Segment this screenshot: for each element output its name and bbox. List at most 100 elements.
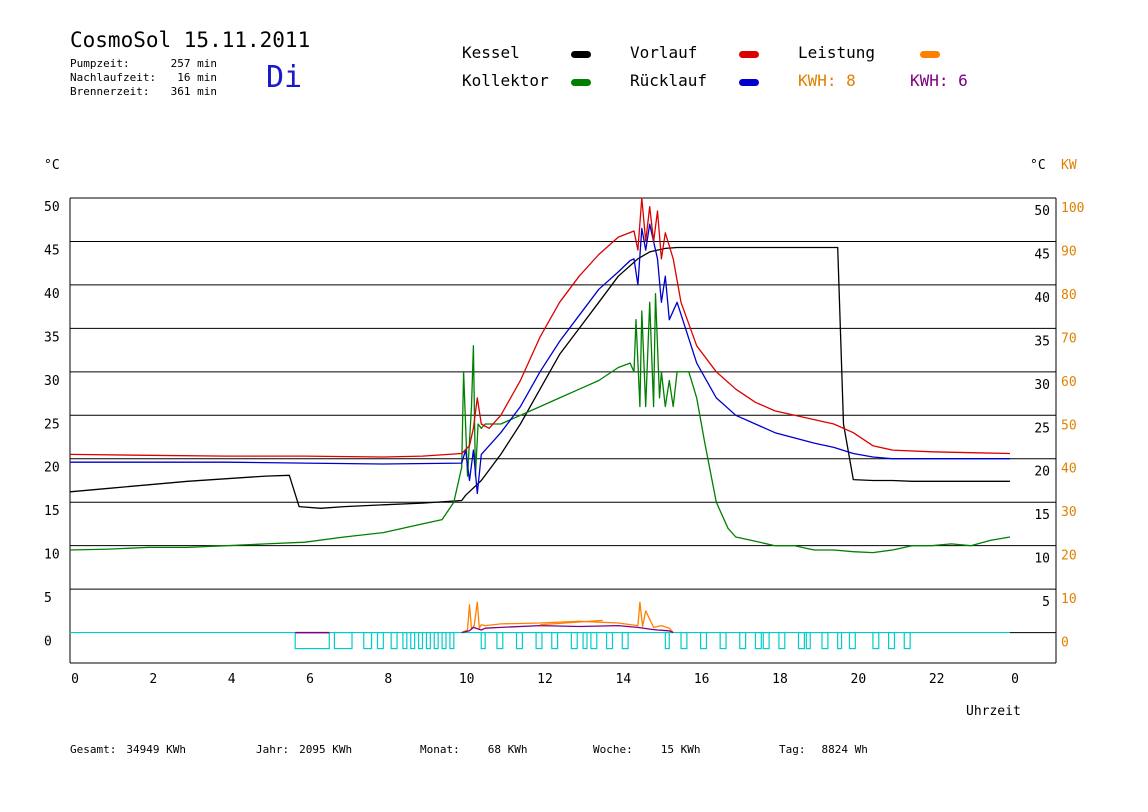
x-tick-6: 12 bbox=[537, 672, 553, 687]
y-tick-right-power-60: 60 bbox=[1061, 375, 1077, 390]
y-tick-left-0: 0 bbox=[44, 635, 52, 650]
pump-block-19 bbox=[590, 631, 598, 650]
y-tick-right-power-10: 10 bbox=[1061, 592, 1077, 607]
series-kollektor bbox=[69, 292, 1011, 554]
pump-block-10 bbox=[441, 631, 447, 650]
pump-block-5 bbox=[402, 631, 408, 650]
y-tick-left-15: 15 bbox=[44, 504, 60, 519]
y-tick-right-power-40: 40 bbox=[1061, 462, 1077, 477]
pump-block-31 bbox=[805, 631, 811, 650]
y-tick-left-5: 5 bbox=[44, 591, 52, 606]
y-tick-right-power-90: 90 bbox=[1061, 244, 1077, 259]
pump-block-24 bbox=[699, 631, 708, 650]
y-tick-right-temp-35: 35 bbox=[1034, 334, 1050, 349]
pump-block-23 bbox=[680, 631, 688, 650]
y-tick-left-50: 50 bbox=[44, 200, 60, 215]
pump-block-29 bbox=[778, 631, 786, 650]
y-tick-right-temp-5: 5 bbox=[1042, 595, 1050, 610]
pump-block-37 bbox=[903, 631, 911, 650]
legend-kwh-1: KWH: 8 bbox=[798, 71, 856, 90]
x-tick-1: 2 bbox=[149, 672, 157, 687]
pump-block-32 bbox=[821, 631, 829, 650]
pump-block-9 bbox=[433, 631, 439, 650]
legend-kwh-2: KWH: 6 bbox=[910, 71, 968, 90]
pump-block-16 bbox=[551, 631, 559, 650]
pump-block-6 bbox=[410, 631, 416, 650]
stat-brennerzeit-value: 361 min bbox=[170, 85, 217, 98]
x-tick-9: 18 bbox=[772, 672, 788, 687]
y-axis-unit-left: °C bbox=[44, 158, 60, 173]
y-tick-left-40: 40 bbox=[44, 287, 60, 302]
pump-block-26 bbox=[739, 631, 747, 650]
y-tick-right-power-100: 100 bbox=[1061, 201, 1084, 216]
footer-woche-label: Woche: bbox=[593, 743, 633, 756]
x-axis-label: Uhrzeit bbox=[966, 704, 1021, 719]
stat-nachlaufzeit-value: 16 min bbox=[177, 71, 217, 84]
footer-tag: Tag: 8824 Wh bbox=[779, 743, 868, 756]
pump-block-17 bbox=[570, 631, 578, 650]
x-tick-12: 0 bbox=[1011, 672, 1019, 687]
y-tick-right-temp-10: 10 bbox=[1034, 552, 1050, 567]
pump-block-22 bbox=[664, 631, 670, 650]
y-axis-unit-right-power: KW bbox=[1061, 158, 1077, 173]
x-tick-7: 14 bbox=[616, 672, 632, 687]
footer-gesamt: Gesamt: 34949 KWh bbox=[70, 743, 186, 756]
grid-layer bbox=[69, 197, 1057, 664]
pump-block-8 bbox=[425, 631, 431, 650]
stat-pumpzeit-value: 257 min bbox=[170, 57, 217, 70]
x-tick-4: 8 bbox=[384, 672, 392, 687]
series-kwh2 bbox=[461, 624, 674, 634]
legend-leistung-swatch bbox=[920, 51, 940, 58]
pump-block-0 bbox=[294, 631, 330, 650]
stat-pumpzeit-label: Pumpzeit: bbox=[70, 57, 130, 70]
pump-block-2 bbox=[363, 631, 373, 650]
pump-block-28 bbox=[762, 631, 770, 650]
leistung-plateau-0 bbox=[539, 619, 603, 626]
series-kessel bbox=[69, 246, 1010, 509]
legend-ruecklauf-label: Rücklauf bbox=[630, 71, 708, 90]
y-tick-right-temp-30: 30 bbox=[1034, 378, 1050, 393]
y-tick-right-power-0: 0 bbox=[1061, 636, 1069, 651]
pump-block-3 bbox=[376, 631, 384, 650]
footer-tag-label: Tag: bbox=[779, 743, 806, 756]
pump-block-21 bbox=[621, 631, 629, 650]
pump-block-11 bbox=[449, 631, 455, 650]
footer-jahr-value: 2095 KWh bbox=[299, 743, 353, 756]
pump-block-25 bbox=[719, 631, 727, 650]
y-tick-right-power-70: 70 bbox=[1061, 331, 1077, 346]
footer-gesamt-value: 34949 KWh bbox=[126, 743, 186, 756]
pump-block-33 bbox=[837, 631, 843, 650]
pump-block-13 bbox=[496, 631, 504, 650]
x-tick-8: 16 bbox=[694, 672, 710, 687]
legend-kessel-swatch bbox=[571, 51, 591, 58]
legend-kessel-label: Kessel bbox=[462, 43, 520, 62]
footer-jahr-label: Jahr: bbox=[256, 743, 290, 756]
footer-monat-label: Monat: bbox=[420, 743, 460, 756]
series-layer bbox=[69, 197, 1011, 650]
ticks-layer: 0510152025303540455051015202530354045500… bbox=[44, 200, 1084, 687]
legend-vorlauf-swatch bbox=[739, 51, 759, 58]
pump-block-7 bbox=[417, 631, 424, 650]
footer-jahr: Jahr: 2095 KWh bbox=[256, 743, 352, 756]
y-tick-right-temp-20: 20 bbox=[1034, 465, 1050, 480]
y-tick-right-temp-15: 15 bbox=[1034, 508, 1050, 523]
stat-pumpzeit: Pumpzeit: 257 min bbox=[70, 57, 217, 70]
pump-block-1 bbox=[333, 631, 353, 650]
y-tick-left-45: 45 bbox=[44, 243, 60, 258]
footer-woche-value: 15 KWh bbox=[660, 743, 701, 756]
pump-block-27 bbox=[754, 631, 762, 650]
footer-tag-value: 8824 Wh bbox=[821, 743, 868, 756]
chart-title: CosmoSol 15.11.2011 bbox=[70, 28, 311, 52]
series-ruecklauf bbox=[70, 223, 1010, 495]
stat-nachlaufzeit: Nachlaufzeit: 16 min bbox=[70, 71, 217, 84]
x-tick-3: 6 bbox=[306, 672, 314, 687]
y-tick-left-25: 25 bbox=[44, 417, 60, 432]
y-tick-left-20: 20 bbox=[44, 461, 60, 476]
y-tick-right-temp-45: 45 bbox=[1034, 247, 1050, 262]
x-tick-5: 10 bbox=[459, 672, 475, 687]
y-tick-right-temp-40: 40 bbox=[1034, 291, 1050, 306]
pump-block-20 bbox=[605, 631, 614, 650]
pump-block-14 bbox=[515, 631, 523, 650]
legend-leistung-label: Leistung bbox=[798, 43, 876, 62]
